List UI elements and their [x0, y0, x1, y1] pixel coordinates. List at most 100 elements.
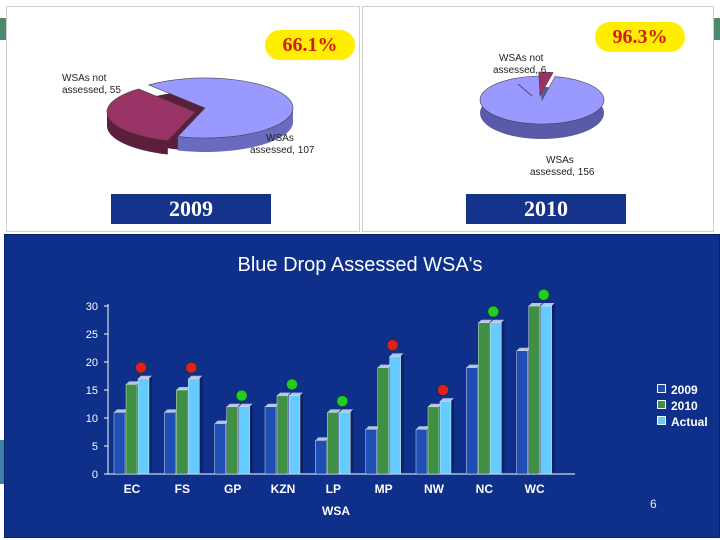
x-tick-label: EC	[124, 482, 141, 496]
chart-legend: 2009 2010 Actual	[655, 381, 713, 437]
status-dot-nc	[487, 305, 500, 318]
bar-2010-mp	[377, 367, 389, 475]
pie-label-assessed-2010: WSAs assessed, 156	[530, 155, 595, 179]
bar-side	[249, 403, 253, 474]
bar-2009-fs	[164, 412, 176, 475]
bar-actual-nw	[439, 401, 452, 475]
bar-2009-wc	[516, 350, 528, 475]
bar-2010-lp	[327, 412, 339, 475]
bar-top	[164, 409, 179, 413]
bar-2010-kzn	[276, 395, 289, 475]
bar-top	[315, 437, 330, 441]
bar-top	[214, 420, 229, 424]
bar-top	[339, 409, 354, 413]
legend-item-2009: 2009	[657, 383, 698, 397]
legend-label: Actual	[671, 415, 708, 429]
pie-slice-not-assessed	[106, 88, 196, 141]
bar-2010-ec	[125, 384, 138, 475]
x-tick-label: NC	[476, 482, 494, 496]
pie-slice-not-assessed	[538, 71, 554, 98]
bar-top	[277, 392, 291, 396]
bar-top	[114, 409, 128, 413]
bar-2010-nc	[478, 322, 490, 475]
pie-slice-assessed	[147, 77, 294, 139]
bar-top	[238, 403, 253, 407]
bar-top	[528, 303, 543, 306]
bar-top	[466, 364, 481, 368]
pie-slice-assessed	[479, 75, 605, 125]
bar-side	[300, 392, 303, 474]
background-stripe	[0, 18, 6, 40]
bar-actual-fs	[188, 378, 200, 475]
page-number: 6	[650, 497, 657, 511]
bar-2009-mp	[365, 429, 377, 475]
legend-item-actual: Actual	[657, 415, 708, 429]
label-line: assessed, 107	[250, 145, 315, 156]
legend-label: 2009	[671, 383, 698, 397]
legend-swatch	[657, 384, 666, 393]
pie-label-not-assessed-2009: WSAs not assessed, 55	[62, 73, 121, 97]
bar-top	[389, 353, 404, 357]
bar-2010-fs	[176, 389, 188, 475]
bar-actual-gp	[238, 406, 250, 475]
bar-side	[149, 375, 152, 474]
bar-actual-mp	[389, 356, 401, 475]
bar-top	[440, 398, 454, 402]
pie-label-assessed-2009: WSAs assessed, 107	[250, 133, 315, 157]
bar-actual-nc	[490, 322, 502, 475]
bar-side	[551, 303, 555, 474]
status-dot-kzn	[286, 378, 298, 391]
label-line: WSAs	[266, 133, 294, 144]
pie-slice-not-assessed-side	[107, 112, 168, 155]
x-tick-label: NW	[424, 482, 445, 496]
y-tick-label: 20	[86, 357, 98, 369]
status-dot-fs	[185, 361, 198, 374]
bar-top	[176, 387, 191, 390]
bar-actual-ec	[137, 378, 150, 475]
y-tick-label: 5	[92, 441, 98, 453]
status-dot-gp	[235, 389, 248, 402]
bar-side	[400, 353, 404, 474]
year-banner-2009: 2009	[110, 193, 272, 225]
x-tick-label: MP	[375, 482, 393, 496]
label-line: WSAs not	[62, 73, 107, 84]
label-line: WSAs not	[499, 53, 544, 64]
y-tick-label: 30	[86, 301, 98, 313]
bar-2010-gp	[226, 406, 238, 475]
status-dot-wc	[537, 289, 550, 301]
bar-2009-nc	[466, 367, 478, 475]
x-tick-label: WC	[525, 482, 545, 496]
label-line: WSAs	[546, 155, 574, 166]
bar-top	[540, 303, 555, 306]
x-tick-label: KZN	[271, 482, 296, 496]
y-tick-label: 25	[86, 329, 98, 341]
bar-top	[138, 375, 152, 379]
x-tick-label: LP	[326, 482, 341, 496]
bar-top	[265, 403, 279, 407]
bar-top	[327, 409, 342, 413]
x-axis-title: WSA	[322, 504, 350, 518]
bar-2010-nw	[427, 406, 440, 475]
bar-2009-kzn	[264, 406, 277, 475]
bar-2009-ec	[113, 412, 126, 475]
chart-title: Blue Drop Assessed WSA's	[237, 254, 483, 276]
status-dot-mp	[386, 339, 399, 351]
bar-2009-gp	[214, 423, 226, 475]
y-tick-label: 0	[92, 469, 98, 481]
bar-top	[416, 426, 430, 430]
bar-top	[289, 392, 303, 396]
legend-label: 2010	[671, 399, 698, 413]
leader-line	[517, 83, 533, 97]
bar-top	[377, 364, 392, 368]
bar-2009-nw	[415, 429, 428, 475]
pie-slice-assessed-side	[177, 108, 293, 152]
bar-2009-lp	[315, 440, 327, 475]
bar-side	[350, 409, 354, 474]
bar-top	[365, 426, 380, 430]
bar-top	[490, 319, 505, 323]
status-dot-nw	[437, 384, 449, 396]
pie-label-not-assessed-2010: WSAs not assessed, 6	[493, 53, 546, 77]
